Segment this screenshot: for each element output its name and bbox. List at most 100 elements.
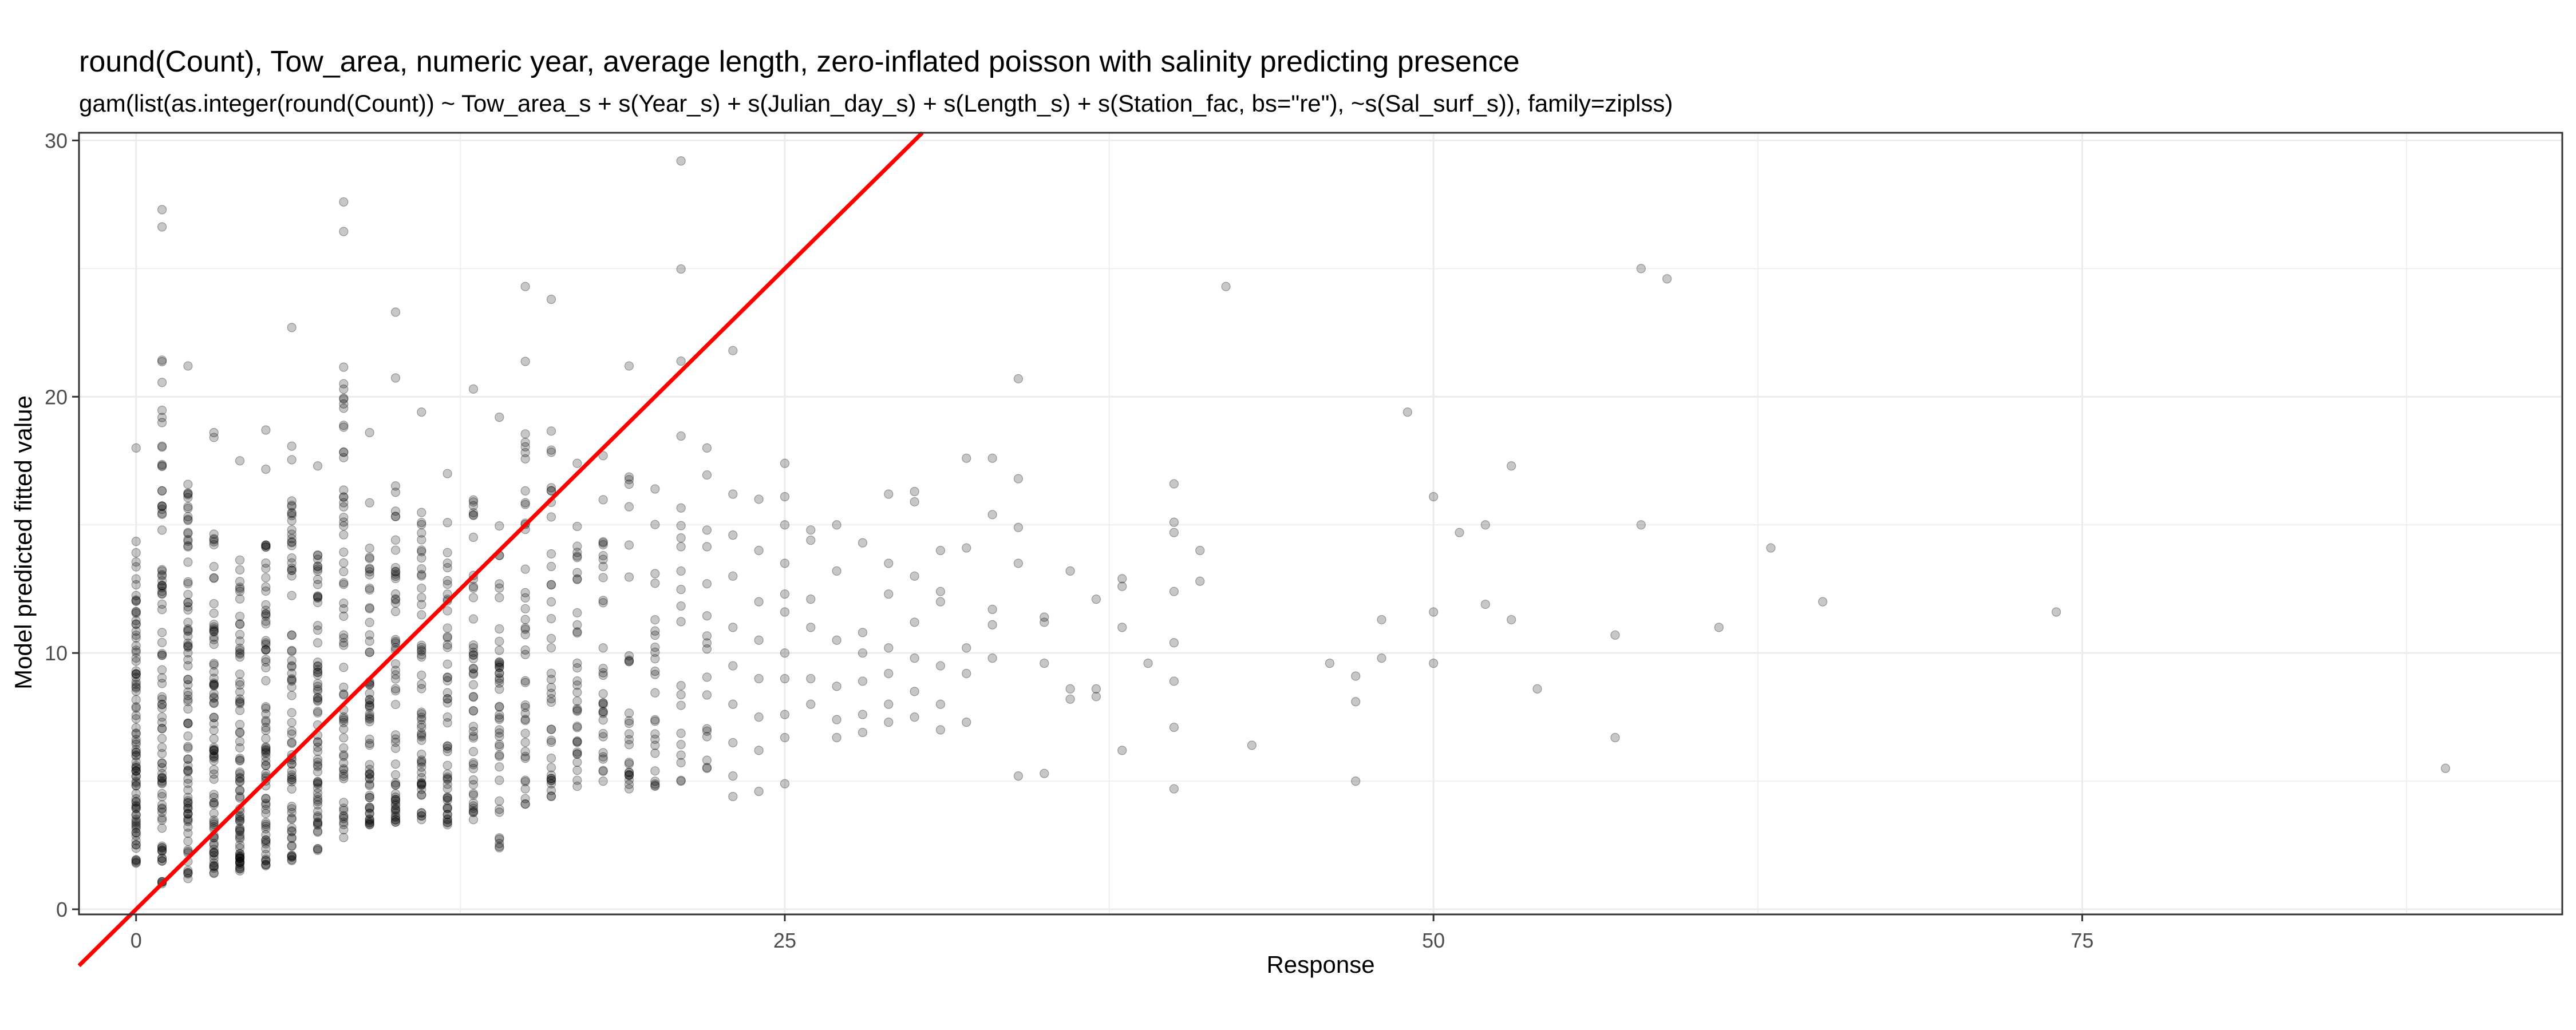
data-point [209, 798, 219, 808]
data-point [442, 672, 452, 682]
data-point [598, 540, 608, 550]
data-point [339, 521, 349, 531]
data-point [313, 696, 323, 706]
data-point [131, 810, 141, 820]
data-point [520, 715, 530, 724]
data-point [235, 856, 245, 866]
data-point [287, 851, 297, 862]
data-point [780, 492, 790, 502]
data-point [261, 558, 271, 568]
data-point [390, 738, 401, 747]
data-point [235, 687, 245, 697]
data-point [209, 674, 219, 683]
data-point [313, 820, 323, 830]
data-point [468, 640, 479, 650]
data-point [495, 750, 504, 760]
data-point [157, 501, 167, 511]
y-axis-title: Model predicted fitted value [10, 395, 37, 690]
data-point [313, 792, 323, 802]
data-point [131, 626, 141, 636]
data-point [1610, 630, 1620, 640]
data-point [495, 834, 504, 844]
data-point [287, 508, 297, 517]
data-point [495, 593, 504, 603]
x-tick-label: 25 [773, 929, 796, 952]
data-point [598, 668, 608, 678]
data-point [1429, 607, 1439, 617]
data-point [468, 807, 479, 817]
data-point [209, 599, 219, 609]
data-point [442, 676, 452, 686]
data-point [235, 793, 245, 803]
data-point [183, 680, 193, 690]
data-point [832, 635, 841, 645]
data-point [417, 735, 426, 745]
data-point [339, 453, 349, 462]
chart-subtitle: gam(list(as.integer(round(Count)) ~ Tow_… [79, 90, 1673, 117]
data-point [884, 558, 894, 568]
data-point [546, 791, 556, 801]
data-point [495, 775, 504, 785]
data-point [1013, 771, 1024, 781]
data-point [339, 498, 349, 508]
data-point [365, 695, 374, 705]
data-point [572, 608, 582, 618]
data-point [390, 562, 401, 573]
data-point [313, 800, 323, 810]
data-point [131, 781, 141, 790]
data-point [339, 750, 349, 760]
data-point [702, 579, 712, 589]
data-point [1065, 566, 1075, 576]
data-point [624, 775, 634, 785]
data-point [495, 742, 504, 751]
data-point [209, 625, 219, 635]
data-point [390, 635, 401, 644]
data-point [495, 657, 504, 667]
data-point [183, 493, 193, 502]
data-point [313, 679, 323, 688]
data-point [157, 571, 167, 581]
data-point [183, 868, 193, 878]
data-point [365, 630, 374, 640]
data-point [131, 672, 141, 682]
data-point [962, 717, 971, 727]
data-point [520, 777, 530, 787]
data-point [468, 733, 479, 743]
data-point [157, 748, 167, 759]
data-point [235, 830, 245, 840]
data-point [235, 825, 245, 834]
data-point [495, 657, 504, 667]
data-point [131, 616, 141, 625]
data-point [598, 562, 608, 572]
data-point [131, 797, 141, 806]
data-point [339, 690, 349, 700]
data-point [131, 856, 141, 866]
data-point [131, 855, 141, 865]
data-point [157, 846, 167, 855]
data-point [235, 858, 245, 867]
data-point [287, 814, 297, 824]
data-point [183, 579, 193, 589]
data-point [910, 653, 919, 663]
data-point [261, 616, 271, 626]
data-point [598, 598, 608, 608]
data-point [365, 570, 374, 580]
data-point [131, 669, 141, 679]
data-point [417, 564, 426, 574]
data-point [131, 857, 141, 867]
data-point [1040, 612, 1049, 622]
data-point [365, 498, 374, 508]
x-tick-label: 0 [131, 929, 142, 952]
data-point [468, 497, 479, 507]
data-point [676, 156, 686, 166]
data-point [261, 819, 271, 829]
data-point [209, 679, 219, 689]
data-point [261, 839, 271, 849]
data-point [287, 538, 297, 548]
data-point [572, 628, 582, 638]
data-point [339, 394, 349, 404]
data-point [495, 675, 504, 685]
data-point [313, 788, 323, 798]
data-point [235, 577, 245, 587]
data-point [390, 795, 401, 805]
